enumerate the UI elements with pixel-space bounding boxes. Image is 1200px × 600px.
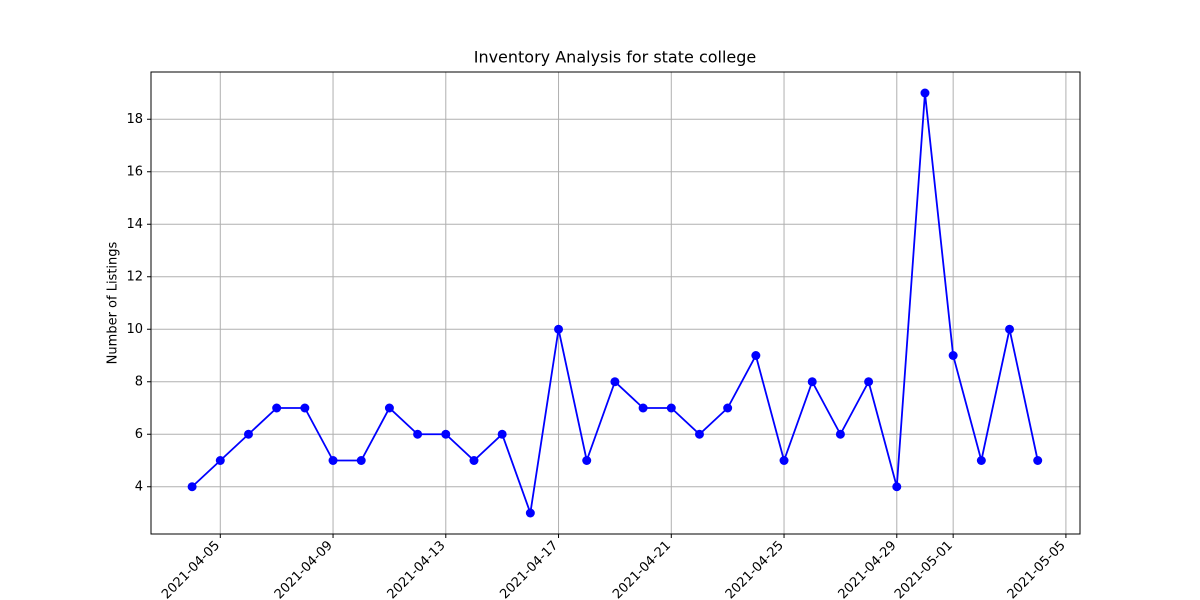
x-tick-label: 2021-04-29 bbox=[836, 538, 900, 600]
x-tick-label: 2021-04-13 bbox=[385, 538, 449, 600]
data-point bbox=[441, 429, 451, 439]
data-point bbox=[243, 429, 253, 439]
data-point bbox=[300, 403, 310, 413]
y-tick-label: 14 bbox=[126, 217, 143, 232]
x-tick-label: 2021-04-05 bbox=[159, 538, 223, 600]
data-point bbox=[328, 456, 338, 465]
data-point bbox=[525, 508, 535, 518]
data-point bbox=[582, 456, 592, 465]
data-point bbox=[864, 377, 874, 387]
x-tick-label: 2021-04-25 bbox=[723, 538, 787, 600]
y-tick-label: 4 bbox=[135, 479, 143, 494]
series-line bbox=[191, 92, 1039, 514]
x-tick-label: 2021-04-09 bbox=[272, 538, 336, 600]
data-point bbox=[272, 403, 282, 413]
data-point bbox=[920, 88, 930, 98]
y-tick-label: 8 bbox=[135, 374, 143, 389]
data-point bbox=[666, 403, 676, 413]
data-point bbox=[948, 351, 958, 360]
y-tick-label: 10 bbox=[126, 322, 143, 337]
plot-frame bbox=[150, 71, 1081, 535]
data-point bbox=[356, 456, 366, 465]
data-point bbox=[638, 403, 648, 413]
y-tick-label: 12 bbox=[126, 269, 143, 284]
data-point bbox=[610, 377, 620, 387]
data-point bbox=[892, 482, 902, 492]
data-point bbox=[413, 429, 423, 439]
data-point bbox=[723, 403, 733, 413]
data-point bbox=[469, 456, 479, 465]
x-tick-label: 2021-05-05 bbox=[1005, 538, 1069, 600]
data-point bbox=[976, 456, 986, 465]
y-tick-label: 18 bbox=[126, 112, 143, 127]
data-point bbox=[807, 377, 817, 387]
data-point bbox=[1005, 324, 1015, 334]
data-point bbox=[779, 456, 789, 465]
data-point bbox=[694, 429, 704, 439]
data-point bbox=[215, 456, 225, 465]
x-tick-label: 2021-05-01 bbox=[892, 538, 956, 600]
y-tick-label: 16 bbox=[126, 164, 143, 179]
data-point bbox=[1033, 456, 1043, 465]
data-point bbox=[554, 324, 564, 334]
x-tick-label: 2021-04-17 bbox=[497, 538, 561, 600]
chart-title: Inventory Analysis for state college bbox=[474, 48, 757, 67]
data-point bbox=[751, 351, 761, 360]
y-tick-label: 6 bbox=[135, 427, 143, 442]
x-tick-label: 2021-04-21 bbox=[610, 538, 674, 600]
data-point bbox=[835, 429, 845, 439]
data-point bbox=[497, 429, 507, 439]
y-axis-label: Number of Listings bbox=[106, 241, 121, 364]
data-point bbox=[187, 482, 197, 492]
data-point bbox=[384, 403, 394, 413]
